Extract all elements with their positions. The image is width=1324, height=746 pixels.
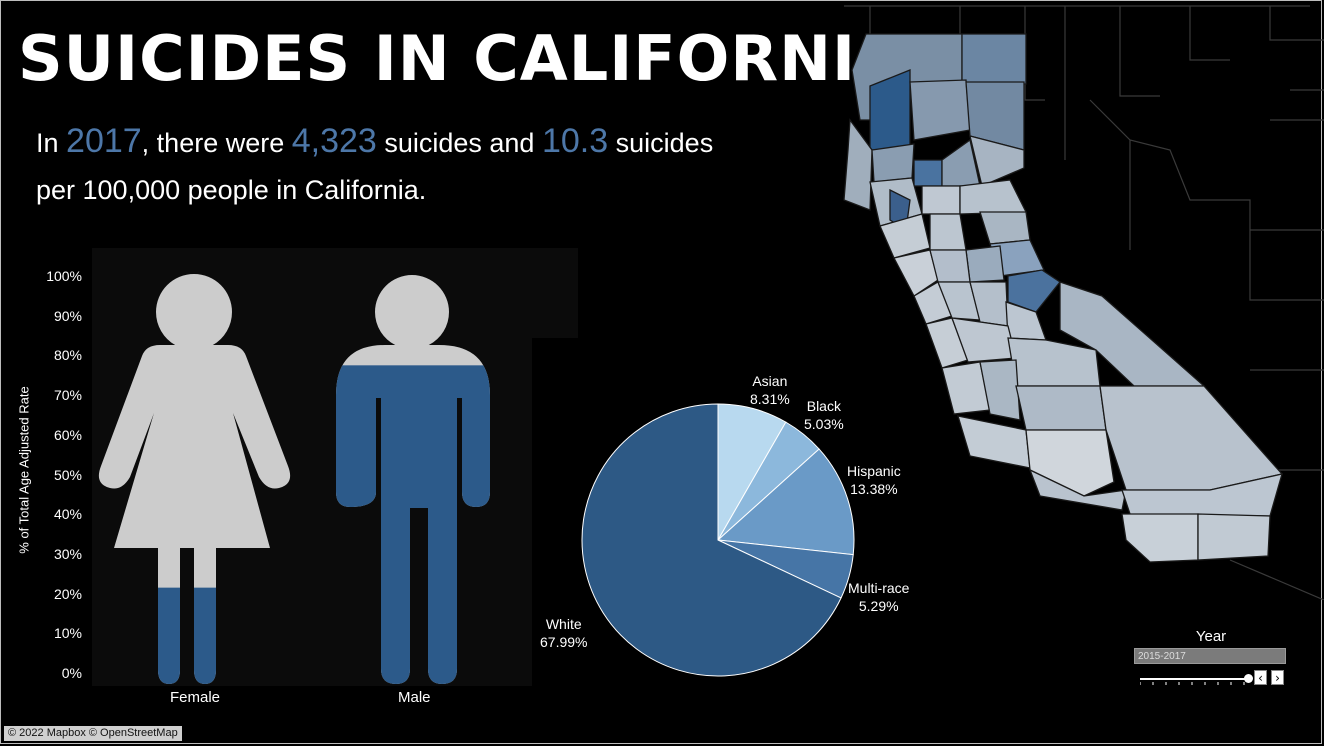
y-tick-label: 30%: [53, 545, 82, 562]
year-filter: Year 2015-2017 ‹ ›: [1134, 628, 1288, 689]
summary-text: In 2017, there were 4,323 suicides and 1…: [36, 118, 796, 214]
y-tick-label: 70%: [53, 387, 82, 404]
year-slider-ticks: [1140, 682, 1245, 685]
pie-label-white-name: White: [545, 616, 582, 632]
pie-label-asian-value: 8.31%: [750, 391, 790, 407]
year-slider-track[interactable]: [1140, 678, 1248, 680]
pie-label-multi-race: Multi-race 5.29%: [848, 579, 909, 615]
pie-label-black-name: Black: [806, 398, 841, 414]
summary-text-2: , there were: [141, 128, 292, 158]
pie-label-black-value: 5.03%: [804, 416, 844, 432]
y-tick-label: 80%: [53, 347, 82, 364]
y-axis-title: % of Total Age Adjusted Rate: [16, 386, 32, 554]
pie-label-white: White 67.99%: [540, 615, 587, 651]
year-slider-row: ‹ ›: [1134, 669, 1288, 689]
y-tick-label: 100%: [46, 268, 82, 284]
pie-label-hispanic-value: 13.38%: [850, 481, 898, 497]
pie-label-hispanic-name: Hispanic: [847, 463, 901, 479]
summary-count: 4,323: [291, 122, 377, 160]
y-tick-label: 20%: [53, 585, 82, 602]
next-year-icon[interactable]: ›: [1271, 670, 1284, 685]
summary-text-3: suicides and: [376, 128, 542, 158]
summary-year: 2017: [66, 122, 142, 160]
y-tick-label: 0%: [61, 665, 82, 681]
pie-label-asian-name: Asian: [752, 373, 788, 389]
category-label-female: Female: [170, 689, 221, 706]
pie-label-multi-race-value: 5.29%: [858, 598, 899, 614]
page-title: SUICIDES IN CALIFORNIA: [18, 22, 906, 95]
pie-slice-hispanic[interactable]: [716, 448, 855, 556]
summary-rate: 10.3: [541, 122, 609, 160]
pie-label-asian: Asian 8.31%: [750, 372, 790, 408]
map-attribution[interactable]: © 2022 Mapbox © OpenStreetMap: [4, 726, 182, 741]
year-filter-title: Year: [1195, 628, 1227, 645]
prev-year-icon[interactable]: ‹: [1254, 670, 1267, 685]
pie-label-white-value: 67.99%: [540, 634, 588, 650]
y-tick-label: 90%: [53, 307, 82, 324]
california-county-map[interactable]: [830, 0, 1324, 600]
gender-figure-chart: [92, 248, 578, 686]
y-tick-label: 60%: [53, 426, 82, 443]
race-pie-chart: [581, 403, 855, 677]
summary-line-2: per 100,000 people in California.: [36, 175, 427, 205]
pie-slice-white[interactable]: [581, 403, 842, 677]
pie-label-multi-race-name: Multi-race: [848, 580, 910, 596]
y-tick-label: 50%: [53, 466, 82, 483]
year-select[interactable]: 2015-2017: [1134, 648, 1286, 664]
summary-text-4: suicides: [608, 128, 714, 158]
year-slider-handle[interactable]: [1244, 674, 1253, 683]
pie-label-hispanic: Hispanic 13.38%: [847, 462, 901, 498]
neighbor-state-borders: [844, 5, 1324, 600]
california-counties: [843, 33, 1284, 563]
pie-label-black: Black 5.03%: [804, 397, 844, 433]
y-tick-label: 40%: [53, 506, 82, 523]
y-tick-label: 10%: [53, 625, 82, 642]
category-label-male: Male: [398, 689, 431, 706]
summary-prefix: In: [36, 128, 67, 158]
